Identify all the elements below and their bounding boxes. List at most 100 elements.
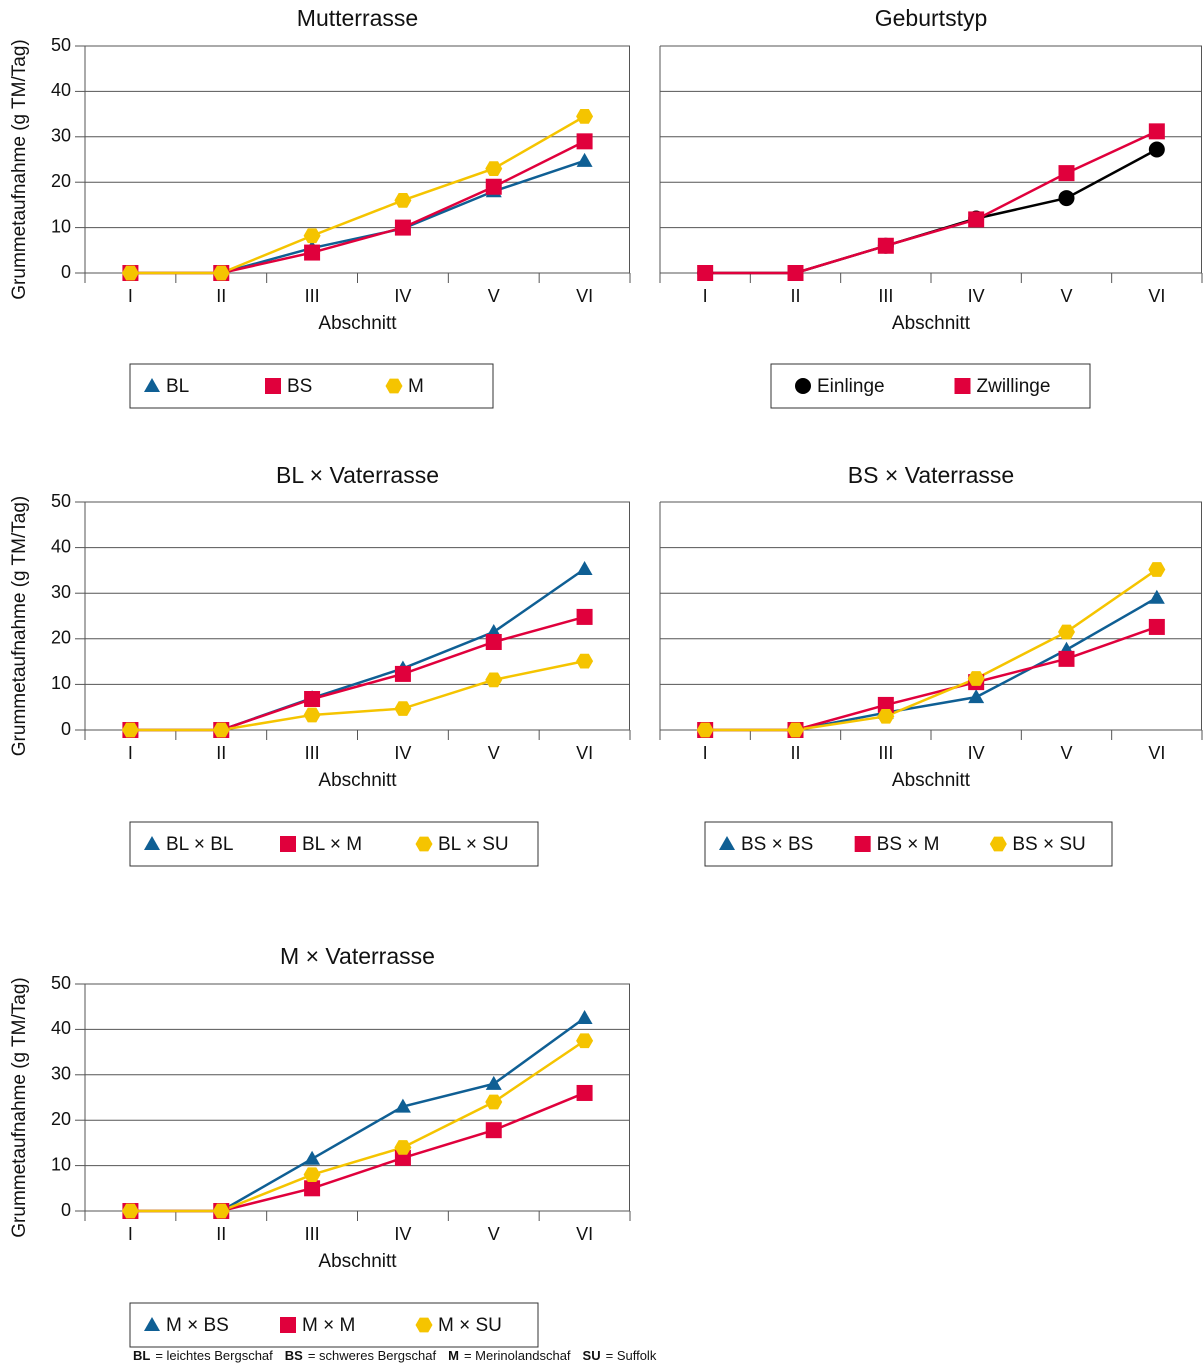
data-point bbox=[212, 722, 230, 738]
legend-label: Einlinge bbox=[817, 376, 885, 397]
x-tick-label: VI bbox=[1148, 286, 1165, 306]
data-point bbox=[1058, 650, 1075, 667]
y-tick-label: 50 bbox=[51, 35, 71, 55]
data-point bbox=[394, 701, 412, 716]
data-point bbox=[1058, 624, 1075, 640]
data-point bbox=[485, 1075, 502, 1090]
data-point bbox=[1148, 123, 1165, 140]
x-tick-label: VI bbox=[576, 1224, 593, 1244]
legend-label: M × BS bbox=[166, 1315, 229, 1336]
x-tick-label: IV bbox=[394, 286, 411, 306]
data-point bbox=[485, 161, 503, 176]
x-tick-label: IV bbox=[968, 286, 985, 306]
series-line bbox=[130, 1039, 586, 1213]
footnote-text: = leichtes Bergschaf bbox=[155, 1348, 273, 1363]
legend-label: BS bbox=[287, 376, 312, 397]
x-tick-label: III bbox=[305, 286, 320, 306]
data-point bbox=[576, 1010, 593, 1025]
x-tick-label: V bbox=[488, 1224, 500, 1244]
x-tick-label: V bbox=[488, 743, 500, 763]
footnote-text: = Merinolandschaf bbox=[464, 1348, 571, 1363]
data-point bbox=[485, 633, 502, 650]
x-tick-label: II bbox=[216, 286, 226, 306]
x-tick-label: VI bbox=[576, 743, 593, 763]
legend-marker bbox=[144, 378, 160, 392]
data-point bbox=[968, 211, 985, 228]
chart-title: Geburtstyp bbox=[875, 5, 988, 31]
data-point bbox=[1148, 141, 1165, 158]
x-tick-label: I bbox=[703, 743, 708, 763]
x-tick-label: II bbox=[790, 743, 800, 763]
y-tick-label: 50 bbox=[51, 973, 71, 993]
series-line bbox=[130, 115, 586, 275]
x-tick-label: IV bbox=[968, 743, 985, 763]
data-point bbox=[877, 708, 895, 724]
footnote-text: = schweres Bergschaf bbox=[308, 1348, 437, 1363]
y-axis-label: Grummetaufnahme (g TM/Tag) bbox=[9, 39, 30, 299]
data-point bbox=[303, 228, 321, 244]
data-point bbox=[394, 1140, 412, 1155]
series-line bbox=[130, 615, 585, 732]
data-point bbox=[877, 237, 894, 254]
y-tick-label: 0 bbox=[61, 719, 71, 739]
data-point bbox=[576, 653, 594, 669]
data-point bbox=[877, 696, 894, 713]
legend-box bbox=[129, 1302, 539, 1348]
data-point bbox=[485, 1122, 502, 1139]
chart-title: BL × Vaterrasse bbox=[276, 462, 439, 488]
data-point bbox=[1058, 190, 1075, 207]
x-tick-label: I bbox=[128, 743, 133, 763]
series-line bbox=[130, 1017, 586, 1213]
data-point bbox=[304, 244, 321, 261]
x-tick-label: V bbox=[1060, 743, 1072, 763]
legend-label: BL × SU bbox=[438, 834, 509, 855]
legend-marker bbox=[385, 378, 403, 394]
data-point bbox=[968, 689, 985, 704]
x-tick-label: IV bbox=[394, 743, 411, 763]
data-point bbox=[576, 152, 593, 167]
data-point bbox=[304, 1150, 321, 1165]
legend-label: M × M bbox=[302, 1315, 355, 1336]
data-point bbox=[303, 707, 321, 723]
x-axis-label: Abschnitt bbox=[318, 1251, 397, 1272]
x-tick-label: III bbox=[305, 743, 320, 763]
data-point bbox=[394, 1098, 411, 1113]
y-tick-label: 40 bbox=[51, 536, 71, 556]
data-point bbox=[485, 178, 502, 195]
x-tick-label: V bbox=[1060, 286, 1072, 306]
y-tick-label: 30 bbox=[51, 1064, 71, 1084]
data-point bbox=[576, 1084, 593, 1101]
data-point bbox=[394, 219, 411, 236]
x-tick-label: I bbox=[128, 286, 133, 306]
legend-marker bbox=[144, 1317, 160, 1331]
legend-label: BS × M bbox=[877, 834, 940, 855]
footnote-abbr: BL bbox=[133, 1348, 150, 1363]
x-axis-label: Abschnitt bbox=[892, 313, 971, 334]
series-line bbox=[705, 568, 1158, 732]
chart-title: BS × Vaterrasse bbox=[848, 462, 1014, 488]
legend-box bbox=[770, 363, 1091, 409]
y-tick-label: 30 bbox=[51, 582, 71, 602]
y-tick-label: 20 bbox=[51, 1109, 71, 1129]
x-tick-label: VI bbox=[576, 286, 593, 306]
y-tick-label: 40 bbox=[51, 80, 71, 100]
footnote-abbr: BS bbox=[285, 1348, 303, 1363]
legend-marker bbox=[144, 836, 160, 850]
data-point bbox=[576, 1033, 594, 1049]
legend-marker bbox=[280, 836, 296, 852]
y-tick-label: 20 bbox=[51, 171, 71, 191]
legend-label: Zwillinge bbox=[977, 376, 1051, 397]
data-point bbox=[1148, 618, 1165, 635]
x-tick-label: II bbox=[790, 286, 800, 306]
data-point bbox=[121, 1203, 139, 1219]
legend-label: BL × M bbox=[302, 834, 362, 855]
footnote: BL = leichtes Bergschaf BS = schweres Bergs… bbox=[133, 1348, 657, 1363]
x-tick-label: III bbox=[305, 1224, 320, 1244]
chart-title: M × Vaterrasse bbox=[280, 943, 435, 969]
series-line bbox=[705, 148, 1158, 275]
y-axis-label: Grummetaufnahme (g TM/Tag) bbox=[9, 496, 30, 756]
data-point bbox=[485, 1094, 503, 1110]
x-tick-label: IV bbox=[394, 1224, 411, 1244]
y-tick-label: 10 bbox=[51, 673, 71, 693]
data-point bbox=[787, 265, 804, 281]
